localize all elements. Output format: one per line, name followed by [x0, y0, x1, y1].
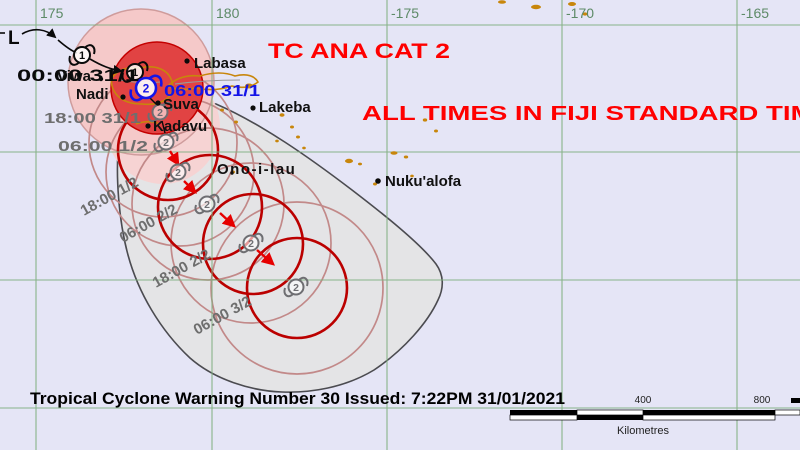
- place-label-ono-i-lau: Ono-i-lau: [217, 161, 296, 178]
- longitude-label--175: -175: [391, 5, 419, 21]
- forecast-time-label-1: 18:00 31/1: [44, 110, 141, 127]
- low-pressure-marker: L: [8, 28, 20, 49]
- place-label-viwa: Viwa: [57, 68, 92, 85]
- symbol-category: 2: [204, 199, 210, 211]
- interior-line-2: [174, 79, 241, 85]
- cyclone-symbol-forecast-4: 2: [194, 193, 220, 215]
- symbol-category: 1: [132, 67, 138, 79]
- symbol-category: 2: [157, 107, 163, 119]
- longitude-label-175: 175: [40, 5, 64, 21]
- symbol-category: 2: [248, 238, 254, 250]
- symbol-category: 2: [293, 282, 299, 294]
- scale-unit-label: Kilometres: [617, 425, 669, 437]
- longitude-label--170: -170: [566, 5, 594, 21]
- place-label-labasa: Labasa: [194, 55, 246, 72]
- map-subtitle: ALL TIMES IN FIJI STANDARD TIME: [362, 103, 800, 125]
- symbol-category: 1: [79, 50, 85, 62]
- symbol-category: 2: [163, 137, 169, 149]
- cyclone-symbol-forecast-3: 2: [165, 161, 191, 183]
- place-label-nukualofa: Nuku'alofa: [385, 173, 462, 190]
- forecast-time-label-2: 06:00 1/2: [58, 138, 148, 155]
- current-time-label: 06:00 31/1: [164, 83, 260, 100]
- vanua-levu-island: [166, 72, 260, 91]
- place-dots: [98, 58, 381, 184]
- forecast-arrows: [166, 150, 275, 266]
- small-islands: [220, 0, 588, 186]
- place-label-suva: Suva: [163, 96, 200, 113]
- warning-issue-text: Tropical Cyclone Warning Number 30 Issue…: [30, 389, 565, 408]
- map-title: TC ANA CAT 2: [268, 40, 450, 63]
- cyclone-symbol-forecast-6: 2: [283, 276, 309, 298]
- scale-tick-400: 400: [635, 395, 652, 406]
- place-label-nadi: Nadi: [76, 86, 109, 103]
- longitude-label--165: -165: [741, 5, 769, 21]
- longitude-label-180: 180: [216, 5, 240, 21]
- past-time-label: 00:00 31/1: [17, 66, 139, 85]
- cyclone-symbol-past-2: 1: [121, 61, 149, 83]
- scale-tick-800: 800: [754, 395, 771, 406]
- place-label-kadavu: Kadavu: [153, 118, 207, 135]
- kadavu-island: [135, 120, 159, 125]
- cyclone-symbol-forecast-5: 2: [238, 232, 264, 254]
- cyclone-symbol-past-1: 1: [68, 44, 96, 66]
- symbol-category: 2: [143, 82, 150, 96]
- cyclone-symbol-forecast-2: 2: [153, 131, 179, 153]
- symbol-category: 2: [175, 167, 181, 179]
- place-label-lakeba: Lakeba: [259, 99, 311, 116]
- cyclone-symbol-current: 2: [129, 74, 163, 102]
- scale-bar: 400 800 Kilometres: [509, 395, 800, 437]
